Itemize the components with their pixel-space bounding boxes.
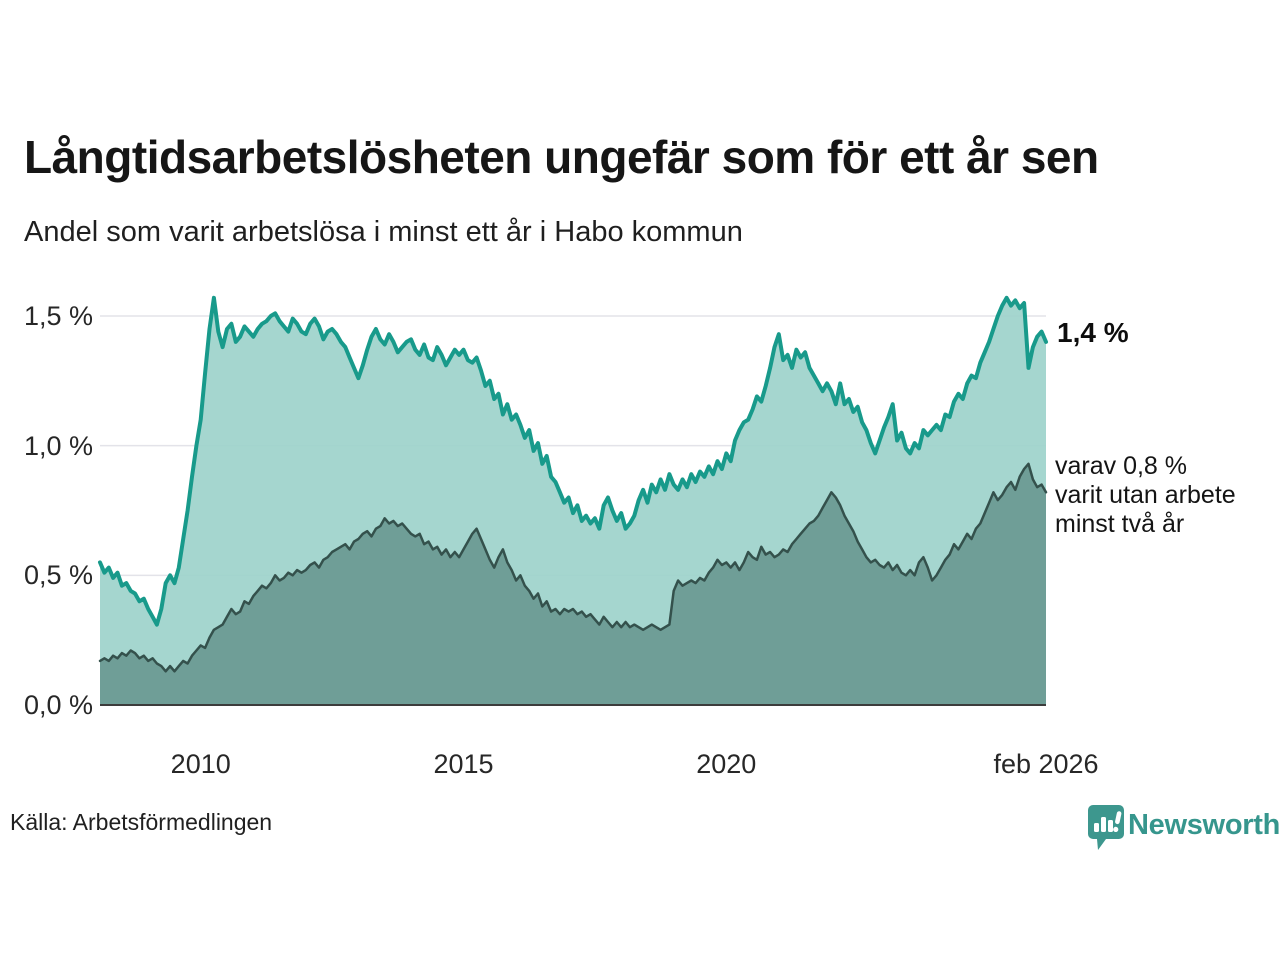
line-unemployed-two-years [98, 462, 1048, 673]
secondary-series-annotation: varav 0,8 % varit utan arbete minst två … [1055, 452, 1236, 538]
newsworthy-wordmark: Newsworthy [1128, 809, 1280, 841]
latest-value-label: 1,4 % [1057, 317, 1129, 348]
page-title: Långtidsarbetslösheten ungefär som för e… [24, 131, 1099, 183]
newsworthy-logo: Newsworthy [1087, 804, 1280, 854]
y-tick-label: 1,5 % [23, 301, 93, 331]
y-tick-label: 1,0 % [23, 430, 93, 461]
x-tick-label: 2010 [170, 749, 231, 779]
x-tick-label: 2020 [696, 749, 757, 779]
source-credit: Källa: Arbetsförmedlingen [10, 809, 273, 835]
x-tick-label: 2015 [433, 749, 494, 779]
chart-subtitle: Andel som varit arbetslösa i minst ett å… [24, 216, 743, 248]
line-unemployed-one-year [98, 295, 1048, 627]
newsworthy-bubble-chart-icon [1088, 805, 1124, 850]
y-tick-label: 0,5 % [23, 560, 93, 591]
x-tick-label: feb 2026 [993, 749, 1099, 779]
y-tick-label: 0,0 % [23, 690, 93, 720]
